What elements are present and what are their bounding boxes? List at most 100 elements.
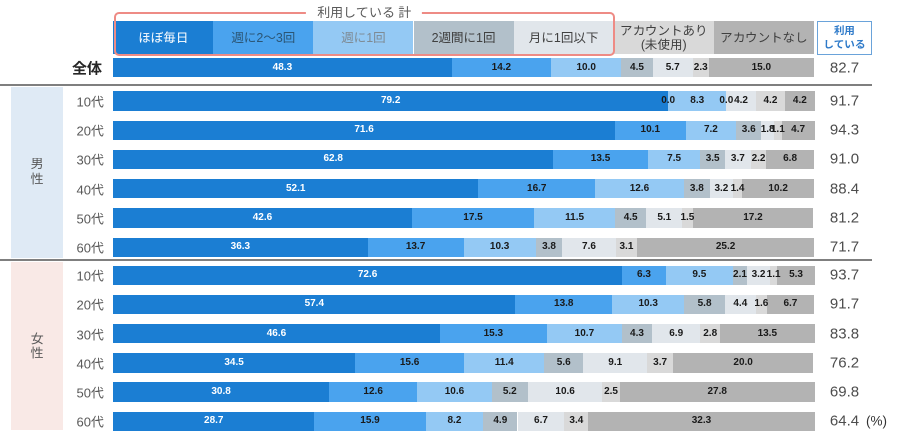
bar-segment: [646, 208, 683, 228]
bar-segment: [619, 382, 815, 402]
bar-segment: [724, 294, 756, 315]
bar-segment: [478, 179, 596, 199]
group-label-male: 男性: [27, 157, 47, 187]
legend-cell-4: 2週間に1回: [413, 21, 514, 54]
bar-segment-value: 34.5: [224, 356, 244, 368]
bar-segment: [692, 208, 814, 228]
bar-segment: [314, 411, 426, 432]
row-label: 60代: [76, 411, 104, 431]
bar-segment-value: 13.8: [554, 298, 574, 310]
bar-segment: [673, 353, 814, 373]
bar-segment: [425, 411, 484, 432]
bar-segment-value: 4.4: [733, 298, 748, 310]
bar-segment-value: 2.8: [703, 327, 718, 339]
bar-segment: [483, 411, 518, 432]
row-total-value: 91.7: [829, 92, 860, 110]
bar-segment-value: 9.5: [692, 269, 707, 281]
bar-segment: [113, 208, 412, 228]
bar-segment: [329, 382, 418, 402]
legend-cell-6: アカウントあり (未使用): [613, 21, 714, 54]
bar-segment-value: 52.1: [285, 182, 306, 194]
bar-segment: [621, 323, 653, 344]
row-label: 20代: [76, 294, 104, 314]
bar-segment: [612, 294, 685, 315]
row-total-value: 82.7: [829, 59, 860, 77]
bar-segment-value: 25.2: [715, 241, 736, 253]
bar-segment-value: 3.2: [714, 182, 729, 194]
row-label: 30代: [76, 149, 104, 169]
bar-segment-value: 10.6: [555, 386, 575, 398]
bar-segment: [367, 237, 464, 257]
bar-segment-value: 62.8: [323, 153, 343, 165]
usage-rate-column-header-label: 利用 している: [823, 23, 866, 52]
bar-segment: [551, 58, 622, 78]
bar-segment: [720, 323, 815, 344]
bar-segment-value: 42.6: [252, 211, 273, 223]
bar-segment-value: 10.6: [444, 386, 465, 398]
bar-segment-value: 79.2: [380, 95, 401, 106]
bar-segment-value: 6.3: [637, 269, 651, 281]
bar-segment: [595, 179, 684, 199]
bar-segment-value: 71.6: [354, 124, 374, 136]
bar-segment-value: 1.1: [766, 269, 781, 281]
percent-unit-label: (%): [866, 413, 887, 429]
usage-rate-column-header: 利用 している: [817, 21, 872, 55]
bar-segment: [766, 294, 814, 315]
bar-segment: [614, 208, 647, 228]
bar-segment-value: 36.3: [230, 241, 251, 253]
bar-segment: [546, 323, 622, 344]
bar-segment: [683, 179, 711, 199]
usage-total-bracket: 利用している 計: [114, 4, 615, 56]
bar-segment: [742, 179, 814, 199]
bar-segment-value: 3.5: [705, 153, 720, 165]
bar-segment-value: 1.6: [754, 298, 769, 310]
bar-segment: [755, 294, 767, 315]
bar-segment-value: 0.0: [661, 95, 676, 106]
bar-segment: [113, 294, 516, 315]
bar-segment: [411, 208, 535, 228]
bar-segment-value: 3.1: [619, 241, 634, 253]
bar-segment: [777, 265, 815, 285]
bar-segment: [464, 353, 545, 373]
bar-segment-value: 32.3: [691, 415, 712, 427]
bar-segment: [583, 353, 648, 373]
bar-segment-value: 2.1: [733, 269, 747, 281]
bar-segment-value: 13.7: [405, 241, 426, 253]
bar-segment-value: 3.7: [730, 153, 745, 165]
bar-segment: [684, 294, 725, 315]
bar-segment-value: 2.3: [693, 61, 708, 73]
bar-segment-value: 48.3: [272, 61, 293, 73]
bar-segment: [535, 237, 563, 257]
bar-segment: [781, 120, 815, 140]
legend-cell-7: アカウントなし: [713, 21, 814, 54]
bar-segment: [615, 237, 638, 257]
bar-segment-value: 10.3: [638, 298, 658, 310]
bar-segment-value: 10.1: [640, 124, 661, 136]
bar-segment-value: 15.0: [751, 61, 772, 73]
bar-segment-value: 4.2: [734, 95, 748, 106]
bar-segment-value: 1.5: [680, 211, 695, 223]
bar-segment: [564, 411, 589, 432]
row-total-value: 81.2: [829, 209, 860, 227]
bar-segment-value: 4.7: [791, 124, 806, 136]
group-band-male: [11, 86, 64, 258]
bar-segment-value: 8.2: [447, 415, 462, 427]
bar-segment-value: 11.4: [494, 356, 514, 368]
bar-segment-value: 5.8: [697, 298, 712, 310]
bar-segment: [451, 58, 552, 78]
row-total-value: 64.4: [829, 412, 860, 430]
bar-segment-value: 10.7: [574, 327, 595, 339]
bar-segment-value: 5.7: [665, 61, 680, 73]
row-total-value: 71.7: [829, 238, 860, 256]
bar-segment-value: 4.3: [630, 327, 644, 339]
bar-segment-value: 28.7: [204, 415, 224, 427]
bar-segment-value: 6.8: [783, 153, 798, 165]
bar-segment: [682, 208, 693, 228]
bar-segment-value: 16.7: [527, 182, 547, 194]
bar-segment-value: 1.4: [730, 182, 745, 194]
bar-segment-value: 10.0: [576, 61, 596, 73]
bar-segment: [685, 120, 737, 140]
row-label: 40代: [76, 353, 104, 373]
row-label: 50代: [76, 208, 104, 228]
